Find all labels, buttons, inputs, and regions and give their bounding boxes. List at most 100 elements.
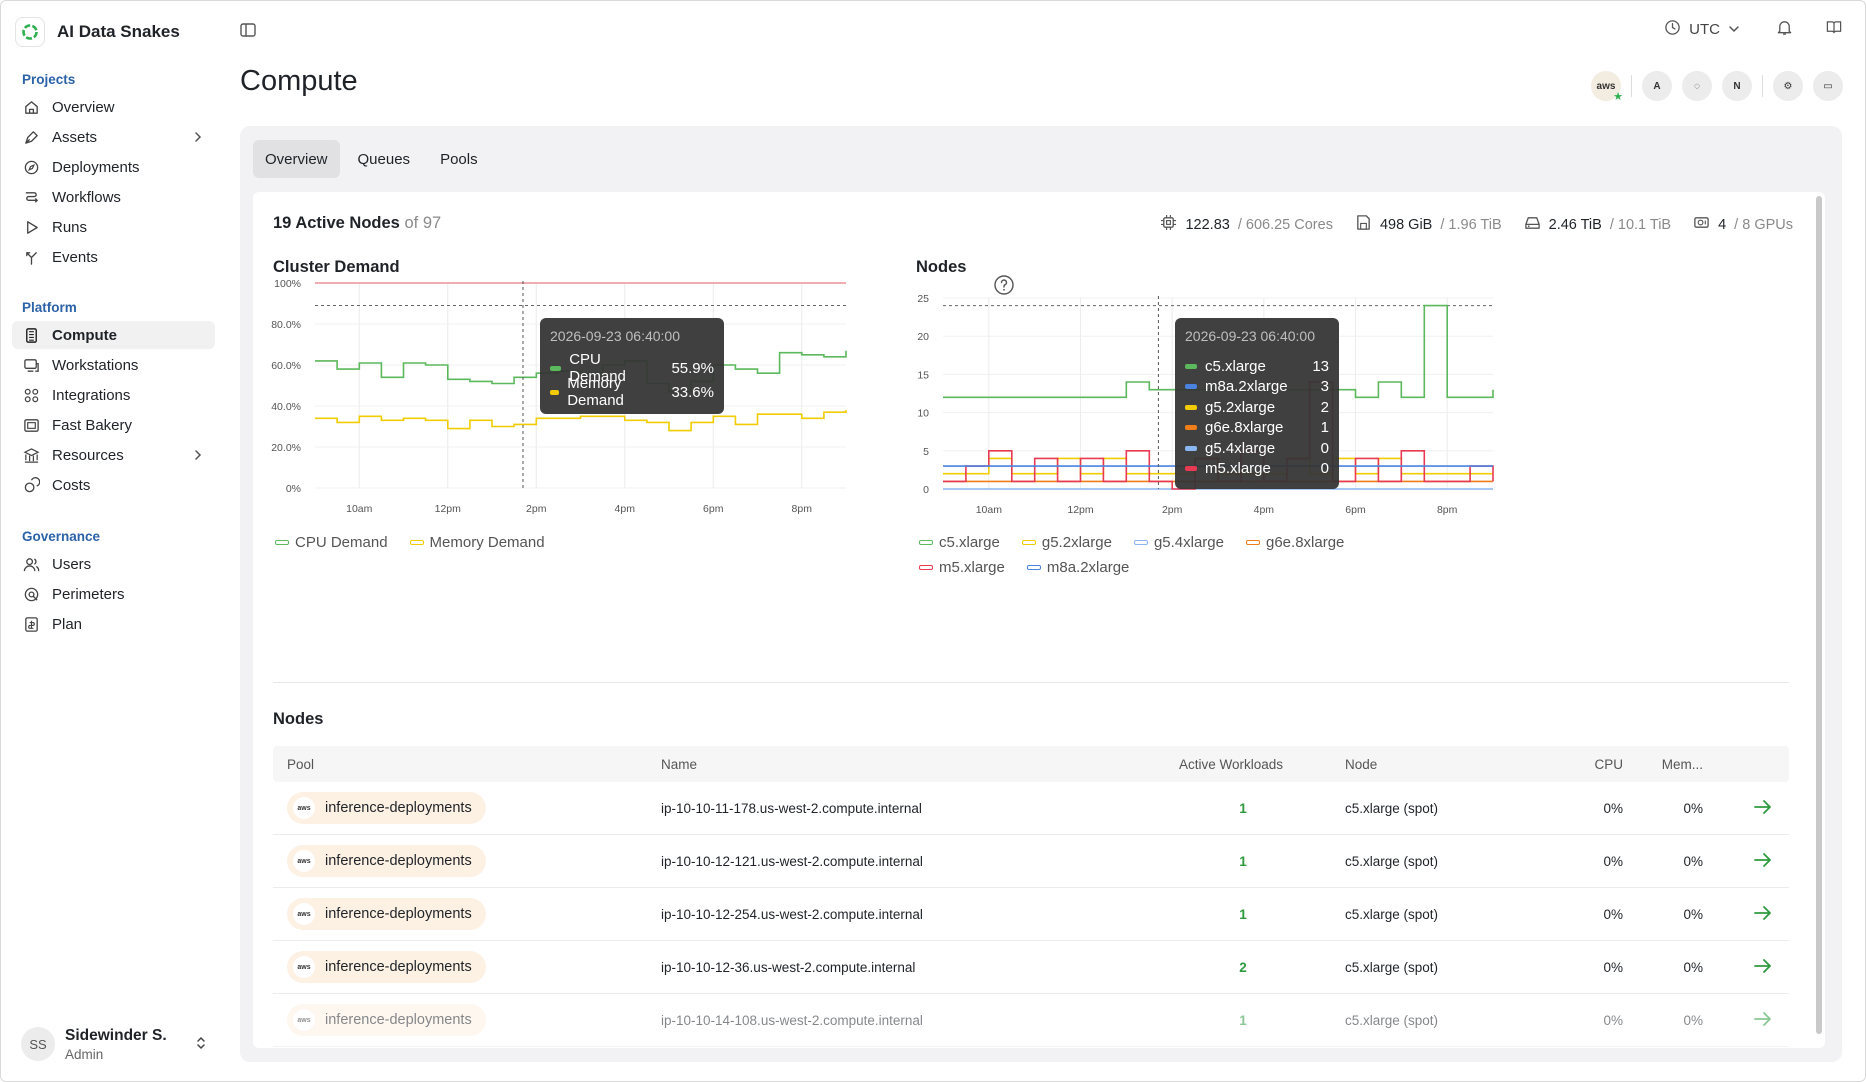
active-nodes-count: 19 Active Nodes <box>273 214 400 232</box>
sidebar-item-compute[interactable]: Compute <box>12 321 215 349</box>
workflow-icon <box>22 188 40 206</box>
column-header-name[interactable]: Name <box>661 756 698 772</box>
column-header-node[interactable]: Node <box>1345 756 1378 772</box>
user-menu[interactable]: SS Sidewinder S. Admin <box>21 1023 211 1065</box>
node-type: c5.xlarge (spot) <box>1345 800 1439 816</box>
sidebar-item-events[interactable]: Events <box>12 243 215 271</box>
active-workloads: 1 <box>1239 800 1247 816</box>
sidebar-toggle-icon[interactable] <box>239 21 259 41</box>
legend-item[interactable]: m8a.2xlarge <box>1026 559 1129 576</box>
nebius-icon[interactable]: N <box>1722 71 1752 101</box>
tooltip-row: m8a.2xlarge 3 <box>1185 377 1329 398</box>
stat-gpu: 4 / 8 GPUs <box>1693 214 1793 235</box>
tooltip-swatch <box>1185 404 1197 410</box>
legend-item[interactable]: g6e.8xlarge <box>1246 534 1344 551</box>
aws-icon: aws <box>293 850 315 872</box>
table-row[interactable]: aws inference-deployments ip-10-10-12-36.u… <box>273 941 1789 994</box>
tab-queues[interactable]: Queues <box>357 150 411 168</box>
sidebar-item-runs[interactable]: Runs <box>12 213 215 241</box>
pool-cell: aws inference-deployments <box>273 845 653 877</box>
help-circle-icon[interactable] <box>993 274 1015 300</box>
provider-card-icon[interactable]: ▭ <box>1813 71 1843 101</box>
open-node-button[interactable] <box>1703 958 1773 977</box>
stat-cpu: 122.83 / 606.25 Cores <box>1160 214 1333 235</box>
aws-icon[interactable]: aws ★ <box>1591 71 1623 103</box>
x-tick-label: 8pm <box>1437 504 1458 516</box>
sidebar-item-assets[interactable]: Assets <box>12 123 215 151</box>
sidebar-item-workflows[interactable]: Workflows <box>12 183 215 211</box>
x-tick-label: 6pm <box>1345 504 1366 516</box>
open-node-button[interactable] <box>1703 1011 1773 1030</box>
tooltip-row: c5.xlarge 13 <box>1185 356 1329 377</box>
legend-item[interactable]: c5.xlarge <box>919 534 1000 551</box>
pool-badge[interactable]: aws inference-deployments <box>287 898 486 930</box>
table-row[interactable]: aws inference-deployments ip-10-10-12-254.… <box>273 888 1789 941</box>
coreweave-icon[interactable]: ◌ <box>1682 71 1712 101</box>
sidebar-item-deployments[interactable]: Deployments <box>12 153 215 181</box>
open-node-button[interactable] <box>1703 852 1773 871</box>
nav-section-governance: Governance Users Perimeters Plan <box>1 526 221 640</box>
sidebar-item-fast-bakery[interactable]: Fast Bakery <box>12 411 215 439</box>
column-header-cpu[interactable]: CPU <box>1594 756 1623 772</box>
column-header-pool[interactable]: Pool <box>287 756 315 772</box>
sidebar-item-plan[interactable]: Plan <box>12 610 215 638</box>
table-row[interactable]: aws inference-deployments ip-10-10-12-121.… <box>273 835 1789 888</box>
y-tick-label: 0 <box>923 484 929 496</box>
arrow-right-icon <box>1754 852 1771 867</box>
pool-badge[interactable]: aws inference-deployments <box>287 845 486 877</box>
column-header-active-workloads[interactable]: Active Workloads <box>1178 756 1283 772</box>
sidebar-item-users[interactable]: Users <box>12 550 215 578</box>
provider-label: aws <box>1596 80 1616 92</box>
legend-item[interactable]: Memory Demand <box>409 534 545 551</box>
open-node-button[interactable] <box>1703 905 1773 924</box>
legend-label: g5.4xlarge <box>1153 534 1224 551</box>
cpu-usage: 0% <box>1603 906 1623 922</box>
series-line-memory-demand <box>315 410 847 432</box>
legend-item[interactable]: g5.2xlarge <box>1021 534 1112 551</box>
legend-item[interactable]: m5.xlarge <box>919 559 1005 576</box>
integrations-icon <box>22 386 40 404</box>
sidebar-item-perimeters[interactable]: Perimeters <box>12 580 215 608</box>
sidebar-item-workstations[interactable]: Workstations <box>12 351 215 379</box>
tooltip-value: 2 <box>1320 398 1329 416</box>
legend-item[interactable]: g5.4xlarge <box>1133 534 1224 551</box>
legend-label: g6e.8xlarge <box>1266 534 1345 551</box>
node-name: ip-10-10-11-178.us-west-2.compute.intern… <box>661 800 922 816</box>
cpu-usage: 0% <box>1603 853 1623 869</box>
tooltip-row: g5.4xlarge 0 <box>1185 438 1329 459</box>
table-header: Pool Name Active Workloads Node CPU Mem... <box>273 746 1789 782</box>
tooltip-series-name: g6e.8xlarge <box>1205 419 1284 437</box>
provider-gear-icon[interactable]: ⚙ <box>1773 71 1803 101</box>
pool-badge[interactable]: aws inference-deployments <box>287 792 486 824</box>
column-header-mem-[interactable]: Mem... <box>1661 756 1703 772</box>
sidebar-item-label: Overview <box>52 98 115 116</box>
sidebar-item-label: Deployments <box>52 158 140 176</box>
card-scrollbar[interactable] <box>1816 196 1822 1034</box>
anyscale-icon[interactable]: A <box>1642 71 1672 101</box>
aws-icon: aws <box>293 903 315 925</box>
sidebar-item-overview[interactable]: Overview <box>12 93 215 121</box>
pool-badge[interactable]: aws inference-deployments <box>287 951 486 983</box>
sidebar-item-costs[interactable]: Costs <box>12 471 215 499</box>
legend-swatch <box>919 565 933 570</box>
table-row[interactable]: aws inference-deployments ip-10-10-14-108.… <box>273 994 1789 1047</box>
tooltip-series-name: m5.xlarge <box>1205 460 1271 478</box>
table-row[interactable]: aws inference-deployments ip-10-10-11-178.… <box>273 782 1789 835</box>
brand[interactable]: AI Data Snakes <box>15 15 180 49</box>
bell-icon[interactable] <box>1776 19 1793 40</box>
sidebar-item-resources[interactable]: Resources <box>12 441 215 469</box>
compute-panel: Overview Queues Pools 19 Active Nodes of 9… <box>240 126 1842 1062</box>
nav-list: Overview Assets Deployments Workflows Runs Ev… <box>1 93 221 271</box>
x-tick-label: 12pm <box>435 503 462 515</box>
legend-label: g5.2xlarge <box>1041 534 1112 551</box>
tab-pools[interactable]: Pools <box>440 150 478 168</box>
docs-book-icon[interactable] <box>1825 19 1843 40</box>
open-node-button[interactable] <box>1703 799 1773 818</box>
arrow-right-icon <box>1754 905 1771 920</box>
legend-item[interactable]: CPU Demand <box>275 534 388 551</box>
sidebar-item-integrations[interactable]: Integrations <box>12 381 215 409</box>
pool-badge[interactable]: aws inference-deployments <box>287 1004 486 1036</box>
tab-overview[interactable]: Overview <box>253 140 340 178</box>
timezone-select[interactable]: UTC <box>1664 19 1740 40</box>
memory-usage: 0% <box>1683 906 1703 922</box>
